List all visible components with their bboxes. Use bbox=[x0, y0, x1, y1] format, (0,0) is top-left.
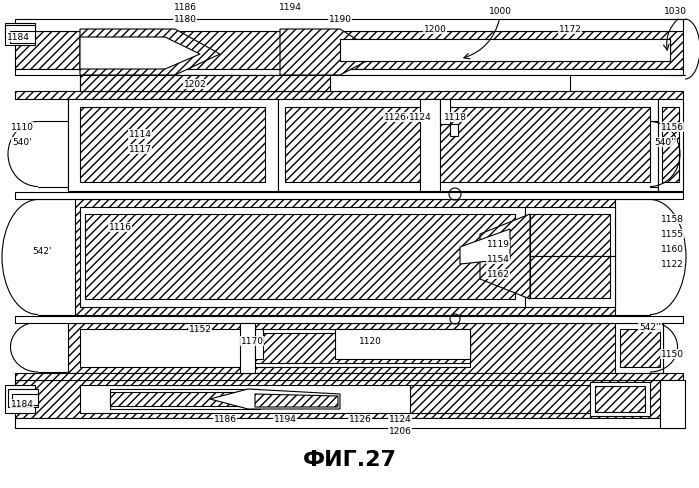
Text: 1180: 1180 bbox=[173, 16, 196, 24]
Bar bbox=[15, 193, 683, 200]
Bar bbox=[80, 76, 330, 92]
Text: 1184: 1184 bbox=[6, 34, 29, 42]
Text: 1194: 1194 bbox=[279, 3, 301, 13]
Bar bbox=[75, 200, 615, 315]
Text: 1116: 1116 bbox=[108, 223, 131, 232]
Text: 1162: 1162 bbox=[487, 270, 510, 279]
Bar bbox=[110, 392, 250, 406]
Text: 1119: 1119 bbox=[487, 240, 510, 249]
Text: 1122: 1122 bbox=[661, 260, 684, 269]
Text: 1155: 1155 bbox=[661, 230, 684, 239]
Text: 1200: 1200 bbox=[424, 25, 447, 35]
Bar bbox=[340, 48, 670, 56]
Text: 1184: 1184 bbox=[10, 400, 34, 408]
Bar bbox=[68, 324, 663, 373]
Text: 1126: 1126 bbox=[349, 415, 371, 424]
Polygon shape bbox=[8, 389, 38, 407]
Bar bbox=[278, 100, 658, 192]
Text: 1117: 1117 bbox=[129, 145, 152, 154]
Bar bbox=[15, 380, 683, 418]
Bar bbox=[68, 100, 658, 192]
Polygon shape bbox=[480, 215, 530, 299]
Bar bbox=[15, 373, 683, 380]
Bar bbox=[80, 329, 470, 367]
Bar bbox=[80, 108, 265, 183]
Text: 542': 542' bbox=[32, 247, 52, 256]
Bar bbox=[530, 257, 610, 298]
Polygon shape bbox=[80, 38, 200, 70]
Text: 1172: 1172 bbox=[559, 25, 582, 35]
Bar bbox=[15, 32, 683, 70]
Polygon shape bbox=[5, 26, 35, 38]
Bar bbox=[15, 92, 683, 100]
Bar bbox=[420, 100, 440, 192]
Text: 1156: 1156 bbox=[661, 123, 684, 132]
Text: 542'': 542'' bbox=[639, 323, 661, 332]
Text: 1152: 1152 bbox=[189, 325, 211, 334]
Polygon shape bbox=[460, 229, 510, 264]
Bar bbox=[530, 215, 610, 257]
Bar bbox=[662, 108, 679, 183]
Text: 1186: 1186 bbox=[213, 415, 236, 424]
Bar bbox=[340, 40, 670, 62]
Bar bbox=[660, 380, 685, 428]
Text: 1170: 1170 bbox=[240, 337, 264, 346]
Bar bbox=[80, 76, 570, 92]
Bar bbox=[658, 100, 683, 192]
Bar bbox=[590, 382, 650, 416]
Bar bbox=[15, 316, 683, 324]
Text: 1158: 1158 bbox=[661, 215, 684, 224]
Text: 1124: 1124 bbox=[409, 113, 431, 122]
Bar bbox=[110, 389, 260, 409]
Bar bbox=[340, 40, 670, 62]
Polygon shape bbox=[280, 30, 380, 76]
Polygon shape bbox=[10, 32, 35, 44]
Bar bbox=[410, 385, 640, 413]
Text: 1186: 1186 bbox=[173, 3, 196, 13]
Bar bbox=[255, 333, 470, 363]
Bar bbox=[240, 324, 255, 373]
Text: 540': 540' bbox=[12, 138, 32, 147]
Text: 1000: 1000 bbox=[489, 7, 512, 17]
Text: 1114: 1114 bbox=[129, 130, 152, 139]
Text: 1190: 1190 bbox=[329, 16, 352, 24]
Text: 1194: 1194 bbox=[273, 415, 296, 424]
Text: 1154: 1154 bbox=[487, 255, 510, 264]
Text: 1206: 1206 bbox=[389, 427, 412, 436]
Text: 1202: 1202 bbox=[184, 81, 206, 89]
Bar bbox=[5, 24, 35, 46]
Bar bbox=[285, 108, 650, 183]
Text: 1150: 1150 bbox=[661, 350, 684, 359]
Bar bbox=[450, 125, 458, 137]
Text: ФИГ.27: ФИГ.27 bbox=[303, 449, 396, 469]
Polygon shape bbox=[12, 394, 38, 405]
Bar bbox=[255, 329, 263, 359]
Polygon shape bbox=[255, 394, 338, 407]
Text: 1160: 1160 bbox=[661, 245, 684, 254]
Bar bbox=[15, 70, 683, 76]
Text: 1120: 1120 bbox=[359, 337, 382, 346]
Bar bbox=[615, 324, 663, 373]
Text: 1118: 1118 bbox=[443, 113, 466, 122]
Text: 1126: 1126 bbox=[384, 113, 406, 122]
Polygon shape bbox=[210, 389, 340, 409]
Bar bbox=[85, 215, 515, 299]
Text: 540'': 540'' bbox=[654, 138, 676, 147]
Bar bbox=[620, 329, 660, 367]
Bar bbox=[80, 385, 580, 413]
Bar bbox=[595, 386, 645, 412]
Bar bbox=[5, 385, 35, 413]
Text: 1110: 1110 bbox=[10, 123, 34, 132]
Bar bbox=[68, 100, 278, 192]
Text: 1124: 1124 bbox=[389, 415, 412, 424]
Bar bbox=[15, 20, 683, 32]
Bar bbox=[80, 207, 525, 307]
Bar bbox=[335, 329, 470, 359]
Text: 1030: 1030 bbox=[663, 7, 686, 17]
Bar bbox=[15, 418, 683, 428]
Bar bbox=[440, 100, 450, 125]
Polygon shape bbox=[80, 30, 220, 76]
Bar bbox=[525, 207, 615, 307]
